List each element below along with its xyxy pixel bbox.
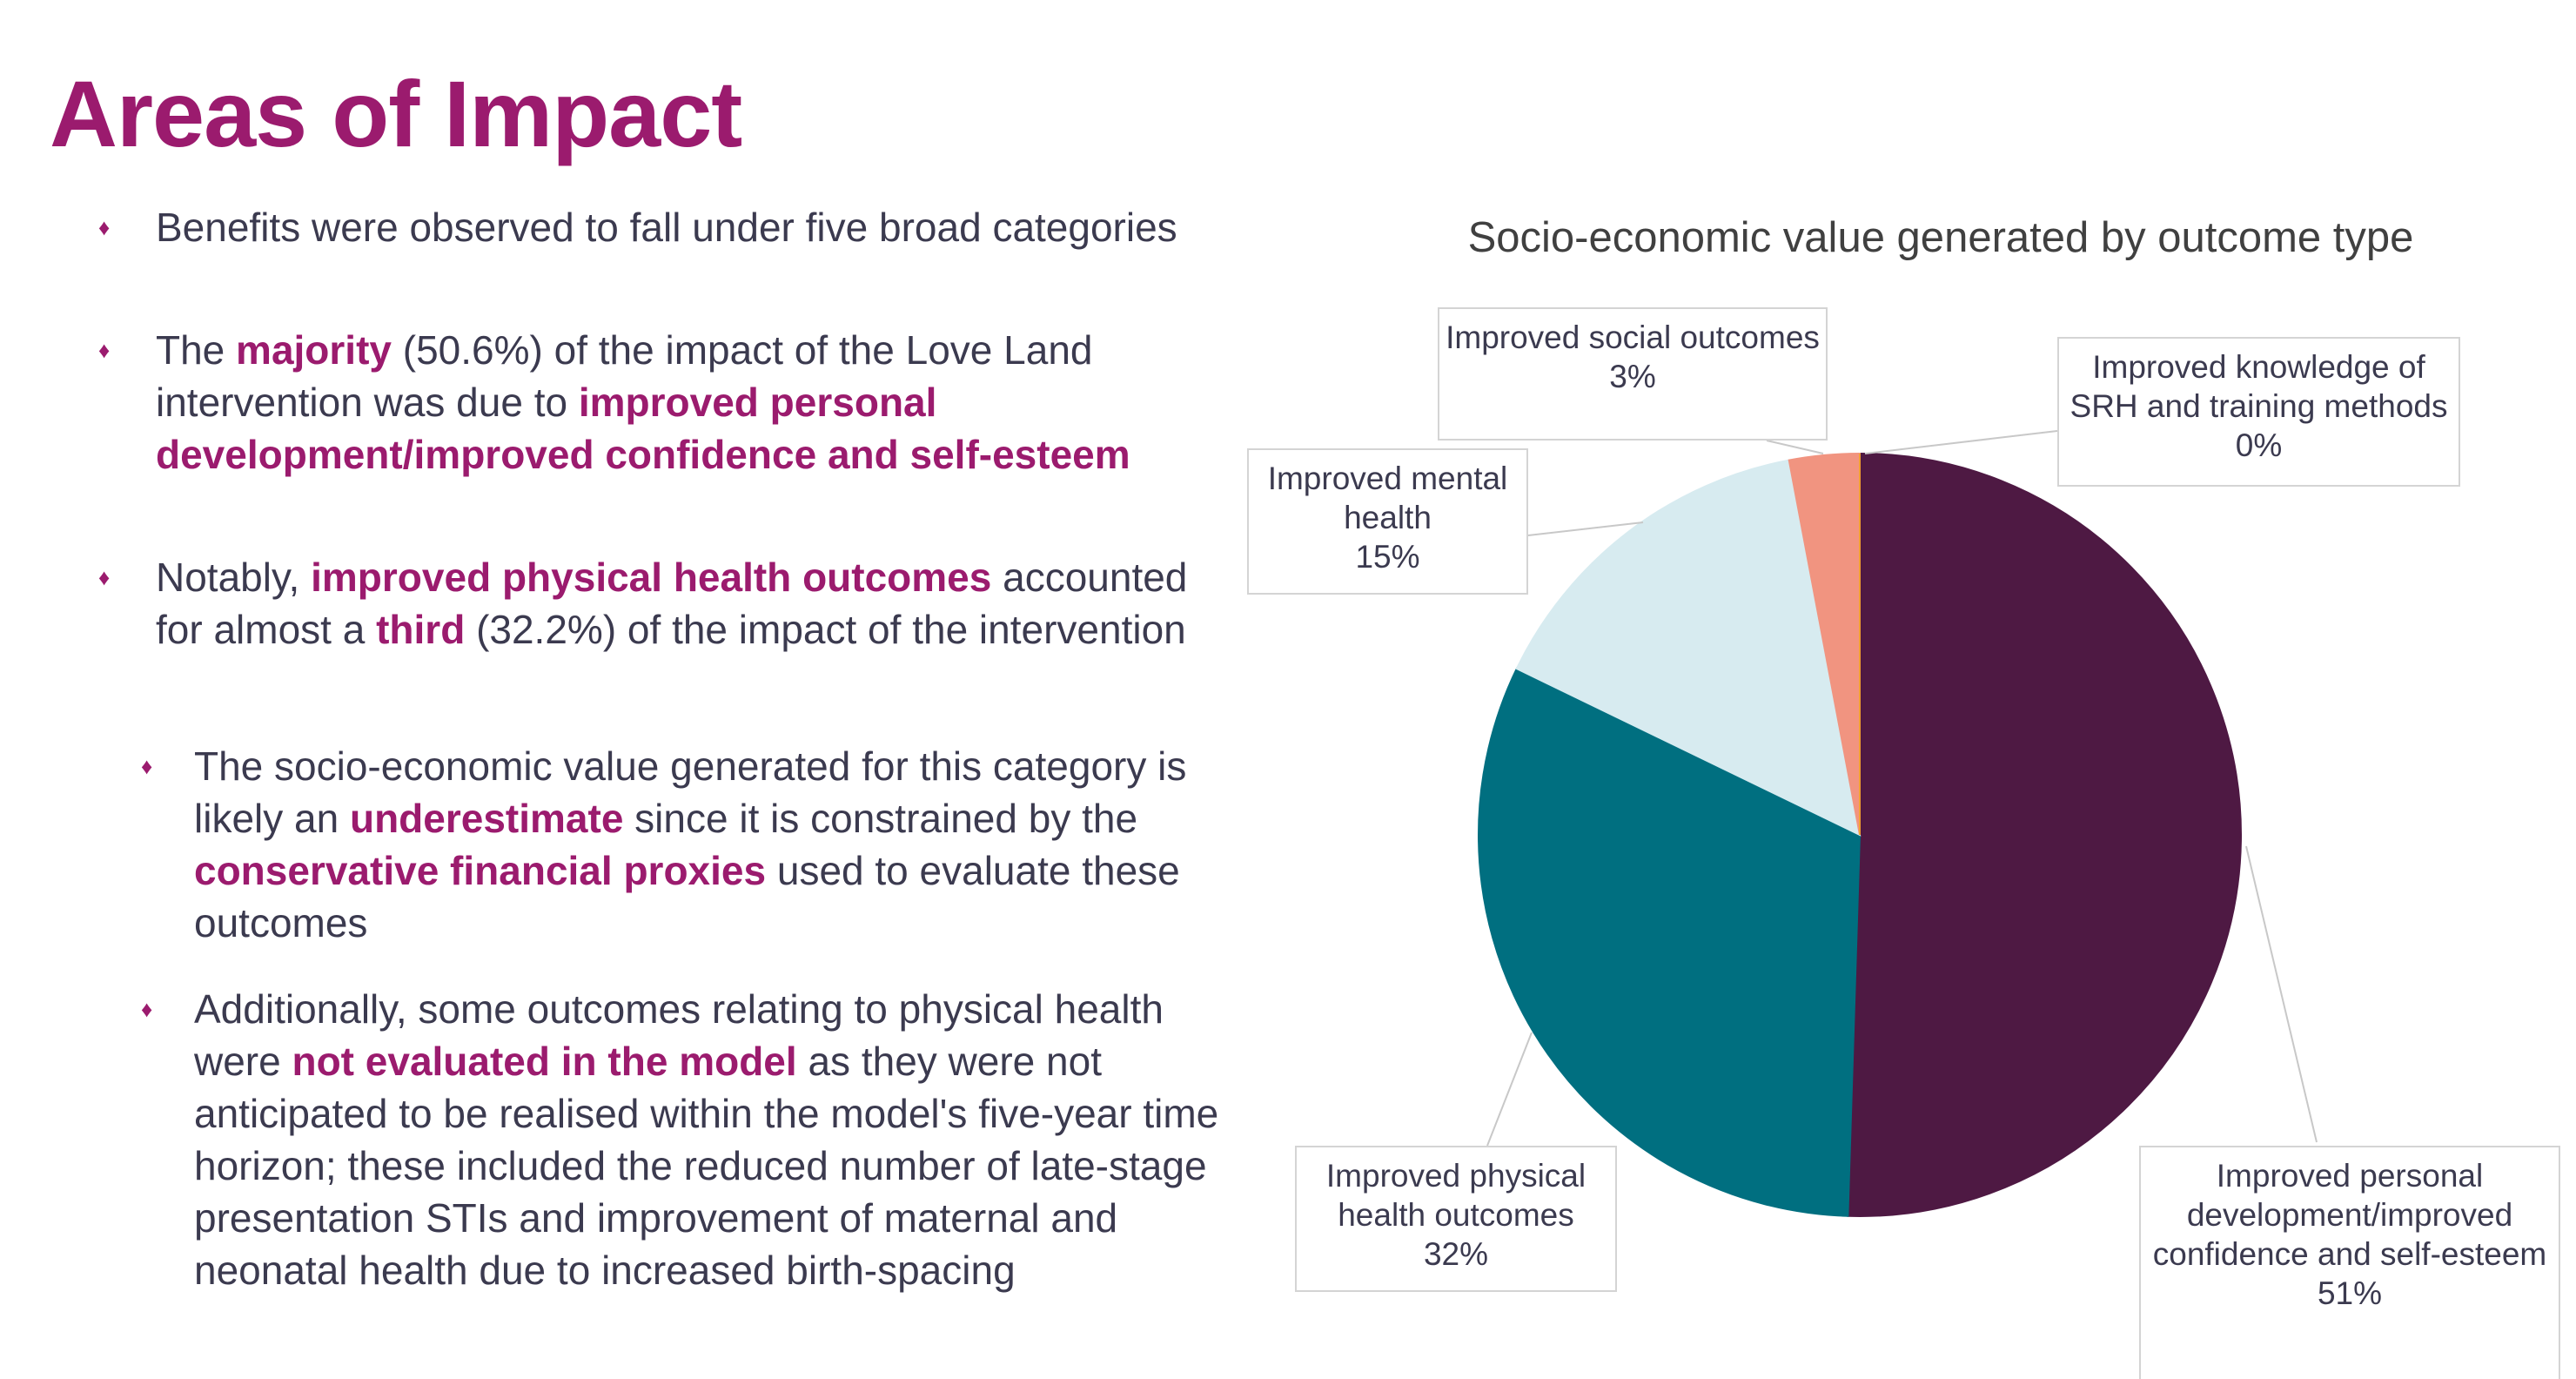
body-text: The socio-economic value generated for t… <box>194 743 1187 841</box>
leader-line <box>1527 521 1644 536</box>
body-text: used to evaluate these outcomes <box>194 848 1180 945</box>
leader-line <box>1864 430 2058 454</box>
bullet-marker: ♦ <box>141 996 153 1022</box>
emphasis-text: not evaluated in the model <box>292 1039 797 1084</box>
bullet-item: ♦ Benefits were observed to fall under fi… <box>98 201 1191 253</box>
value-label: 3% <box>1609 359 1656 394</box>
body-text: Benefits were observed to fall under fiv… <box>156 205 1177 250</box>
value-label: 51% <box>2317 1275 2383 1311</box>
bullet-item: ♦ Notably, improved physical health outco… <box>98 551 1191 656</box>
bullet-item: ♦ The majority (50.6%) of the impact of t… <box>98 324 1191 481</box>
bullet-marker: ♦ <box>98 214 111 240</box>
body-text: Additionally, some outcomes relating to … <box>194 986 1164 1084</box>
value-label: 15% <box>1355 539 1420 575</box>
pie-slice <box>1847 452 2242 1217</box>
data-label: Improved social outcomes 3% <box>1438 307 1828 441</box>
value-label: 32% <box>1423 1236 1489 1272</box>
body-text: since it is constrained by the <box>623 796 1138 841</box>
leader-line <box>2245 845 2318 1143</box>
data-label: Improved mental health 15% <box>1247 448 1528 595</box>
emphasis-text: improved personal development/improved c… <box>156 380 1130 477</box>
chart-title: Socio-economic value generated by outcom… <box>1467 214 2414 261</box>
body-text: The <box>156 327 237 373</box>
body-text: Notably, <box>156 555 312 600</box>
emphasis-text: third <box>376 607 466 652</box>
emphasis-text: conservative financial proxies <box>194 848 767 893</box>
category-label: Improved mental health <box>1267 461 1508 535</box>
category-label: Improved social outcomes <box>1446 320 1820 355</box>
body-text: (32.2%) of the impact of the interventio… <box>465 607 1186 652</box>
category-label: Improved personal development/improved c… <box>2152 1158 2547 1272</box>
bullet-item: ♦ The socio-economic value generated for … <box>141 740 1230 949</box>
emphasis-text: improved physical health outcomes <box>311 555 992 600</box>
data-label: Improved personal development/improved c… <box>2139 1146 2560 1379</box>
category-label: Improved knowledge of SRH and training m… <box>2070 349 2448 424</box>
body-text: (50.6%) of the impact of the Love Land i… <box>156 327 1093 425</box>
bullet-marker: ♦ <box>98 337 111 363</box>
pie-slice <box>1478 667 1862 1217</box>
body-text: accounted for almost a <box>156 555 1188 652</box>
slide-title: Areas of Impact <box>50 61 742 166</box>
emphasis-text: majority <box>236 327 392 373</box>
value-label: 0% <box>2235 427 2283 463</box>
body-text: as they were not anticipated to be reali… <box>194 1039 1219 1293</box>
bullet-marker: ♦ <box>98 564 111 590</box>
leader-line <box>1766 440 1824 454</box>
bullet-item: ♦ Additionally, some outcomes relating to… <box>141 983 1230 1296</box>
data-label: Improved physical health outcomes 32% <box>1295 1146 1617 1292</box>
emphasis-text: underestimate <box>349 796 624 841</box>
bullet-marker: ♦ <box>141 753 153 779</box>
category-label: Improved physical health outcomes <box>1325 1158 1587 1233</box>
leader-line <box>1486 1032 1533 1147</box>
pie-slice <box>1515 459 1862 837</box>
data-label: Improved knowledge of SRH and training m… <box>2057 337 2460 487</box>
